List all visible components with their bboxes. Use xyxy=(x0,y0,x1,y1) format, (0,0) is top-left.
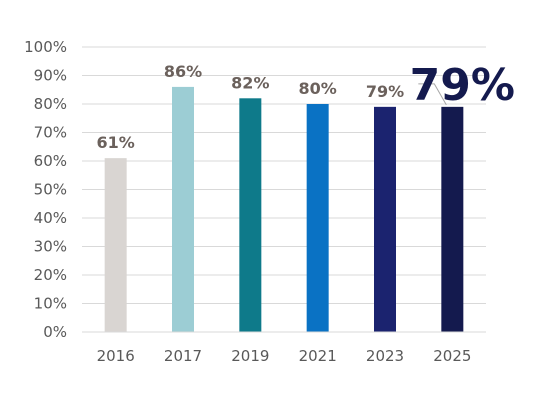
bar-2023 xyxy=(374,106,396,332)
data-labels: 61% 86% 82% 80% 79% xyxy=(97,62,405,152)
bar-2025 xyxy=(441,106,464,332)
y-axis-ticks: 0% 10% 20% 30% 40% 50% 60% 70% 80% 90% 100% xyxy=(24,38,67,341)
y-tick-label: 70% xyxy=(34,124,67,142)
y-tick-label: 10% xyxy=(34,295,67,313)
y-tick-label: 100% xyxy=(24,38,67,56)
x-tick-label: 2019 xyxy=(231,347,269,365)
x-tick-label: 2017 xyxy=(164,347,202,365)
data-label-2023: 79% xyxy=(366,82,404,101)
bar-2021 xyxy=(306,104,329,332)
data-label-2017: 86% xyxy=(164,62,202,81)
bar-2017 xyxy=(172,86,194,333)
y-tick-label: 80% xyxy=(34,95,67,113)
y-tick-label: 50% xyxy=(34,181,67,199)
x-tick-label: 2023 xyxy=(366,347,404,365)
y-tick-label: 60% xyxy=(34,152,67,170)
data-label-2019: 82% xyxy=(231,73,269,92)
data-label-2016: 61% xyxy=(97,133,135,152)
callout-leader-line xyxy=(418,83,447,106)
y-tick-label: 30% xyxy=(34,238,67,256)
y-tick-label: 90% xyxy=(34,67,67,85)
data-label-2021: 80% xyxy=(299,79,337,98)
x-axis-ticks: 2016 2017 2019 2021 2023 2025 xyxy=(97,347,472,365)
y-tick-label: 20% xyxy=(34,266,67,284)
callout-2025: 79% xyxy=(410,60,515,111)
y-tick-label: 0% xyxy=(43,323,67,341)
x-tick-label: 2016 xyxy=(97,347,135,365)
bar-2019 xyxy=(239,98,262,332)
callout-value: 79% xyxy=(410,60,515,111)
y-tick-label: 40% xyxy=(34,209,67,227)
bar-2016 xyxy=(104,158,127,332)
x-tick-label: 2021 xyxy=(299,347,337,365)
bars xyxy=(104,86,464,333)
x-tick-label: 2025 xyxy=(433,347,471,365)
gridlines xyxy=(82,46,486,304)
